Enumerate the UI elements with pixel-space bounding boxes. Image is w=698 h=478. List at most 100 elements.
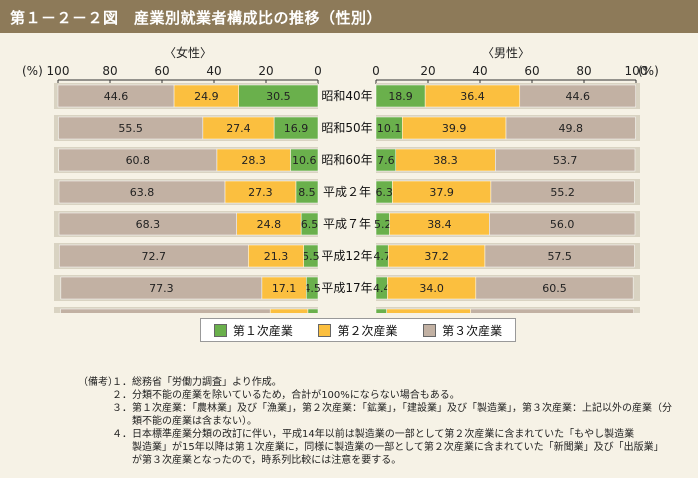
legend-label-primary: 第１次産業: [232, 323, 293, 338]
data-label-male: 37.9: [429, 186, 454, 199]
data-label-male: 36.4: [460, 90, 485, 103]
legend-label-tertiary: 第３次産業: [442, 323, 503, 338]
row-label: 昭和60年: [321, 153, 372, 167]
data-label-female: 77.3: [149, 282, 174, 295]
row-label: 昭和40年: [321, 89, 372, 103]
data-label-female: 68.3: [136, 218, 161, 231]
legend-swatch-tertiary: [423, 323, 437, 337]
bar-female: [58, 180, 226, 204]
data-label-female: 44.6: [104, 90, 129, 103]
row-label: 平成７年: [323, 217, 371, 231]
bar-male: [475, 276, 634, 300]
data-label-female: 30.5: [266, 90, 291, 103]
bar-male: [484, 244, 635, 268]
data-label-female: 55.5: [118, 122, 143, 135]
tick-label-female: 0: [314, 64, 322, 78]
data-label-male: 49.8: [558, 122, 583, 135]
title-banner: 第１－２－２図 産業別就業者構成比の推移（性別）: [0, 0, 698, 33]
note-4: ４．日本標準産業分類の改訂に伴い，平成14年以前は製造業の一部として第２次産業に…: [112, 429, 635, 440]
legend-item-secondary: 第２次産業: [318, 322, 397, 339]
data-label-female: 63.8: [130, 186, 155, 199]
unit-label-left: (%): [22, 64, 43, 78]
data-label-male: 38.3: [433, 154, 458, 167]
data-label-female: 24.9: [194, 90, 219, 103]
note-3: ３．第１次産業：「農林業」及び「漁業」，第２次産業：「鉱業」，「建設業」及び「製…: [112, 403, 672, 414]
data-label-male: 60.5: [542, 282, 567, 295]
bar-male: [470, 308, 634, 313]
panel-title-female: 〈女性〉: [164, 45, 212, 60]
chart-title: 第１－２－２図 産業別就業者構成比の推移（性別）: [10, 9, 383, 27]
legend-item-primary: 第１次産業: [213, 322, 293, 339]
bar-female: [58, 212, 237, 236]
bar-male: [490, 180, 635, 204]
legend-swatch-primary: [213, 323, 227, 337]
bar-male: [489, 212, 636, 236]
data-label-female: 17.1: [272, 282, 297, 295]
data-label-male: 4.4: [373, 282, 391, 295]
row-label: 平成12年: [321, 249, 372, 263]
data-label-male: 44.6: [566, 90, 591, 103]
data-label-male: 37.2: [424, 250, 449, 263]
tick-label-female: 60: [154, 64, 169, 78]
legend-item-tertiary: 第３次産業: [423, 322, 502, 339]
data-label-female: 16.9: [284, 122, 309, 135]
bar-male: [519, 84, 636, 108]
bar-female: [57, 84, 175, 108]
row-label: 平成17年: [321, 281, 372, 295]
data-label-female: 28.3: [241, 154, 266, 167]
notes-label: （備考）: [78, 377, 118, 388]
unit-label-right: (%): [638, 64, 659, 78]
note-4-cont-1: 製造業」が15年以降は第１次産業に，同様に製造業の一部として第２次産業に含まれて…: [112, 442, 664, 453]
data-label-female: 21.3: [264, 250, 289, 263]
note-1: １．総務省「労働力調査」より作成。: [112, 377, 282, 388]
data-label-male: 7.6: [377, 154, 395, 167]
tick-label-female: 40: [206, 64, 221, 78]
tick-label-female: 100: [47, 64, 70, 78]
bar-female: [58, 116, 204, 140]
data-label-male: 53.7: [553, 154, 578, 167]
data-label-female: 6.5: [301, 218, 319, 231]
bar-female: [58, 148, 218, 172]
bar-male: [505, 116, 636, 140]
bar-female: [307, 308, 319, 313]
data-label-female: 27.3: [248, 186, 273, 199]
bar-male: [495, 148, 636, 172]
legend-label-secondary: 第２次産業: [337, 323, 398, 338]
data-label-female: 24.8: [257, 218, 282, 231]
row-label: 平成２年: [323, 185, 371, 199]
legend-swatch-secondary: [318, 323, 332, 337]
tick-label-female: 20: [258, 64, 273, 78]
data-label-male: 39.9: [442, 122, 467, 135]
bar-female: [59, 244, 249, 268]
data-label-female: 8.5: [298, 186, 316, 199]
data-label-male: 55.2: [550, 186, 575, 199]
data-label-female: 27.4: [226, 122, 251, 135]
data-label-male: 5.2: [374, 218, 392, 231]
tick-label-male: 0: [372, 64, 380, 78]
bar-female: [60, 308, 271, 313]
bar-female: [60, 276, 263, 300]
data-label-male: 18.9: [388, 90, 413, 103]
data-label-female: 10.6: [292, 154, 317, 167]
data-label-female: 72.7: [142, 250, 167, 263]
tick-label-male: 20: [420, 64, 435, 78]
data-label-female: 5.5: [302, 250, 320, 263]
panel-title-male: 〈男性〉: [482, 46, 530, 60]
tick-label-male: 80: [576, 64, 591, 78]
data-label-female: 4.5: [303, 282, 321, 295]
tick-label-female: 80: [102, 64, 117, 78]
tick-label-male: 60: [524, 64, 539, 78]
bar-male: [375, 308, 387, 313]
bar-female: [269, 308, 309, 313]
data-label-male: 57.5: [547, 250, 572, 263]
tick-label-male: 40: [472, 64, 487, 78]
data-label-male: 34.0: [419, 282, 444, 295]
row-label: 昭和50年: [321, 121, 372, 135]
tick-label-male: 100: [625, 64, 648, 78]
data-label-male: 38.4: [427, 218, 452, 231]
legend: 第１次産業 第２次産業 第３次産業: [200, 318, 516, 342]
data-label-male: 10.1: [377, 122, 402, 135]
data-label-male: 56.0: [550, 218, 575, 231]
butterfly-bar-chart: 〈女性〉 〈男性〉(%) (%)100 80 60 40 20 0 0 20 40 60 80 100昭和…: [22, 45, 659, 313]
data-label-female: 60.8: [126, 154, 151, 167]
